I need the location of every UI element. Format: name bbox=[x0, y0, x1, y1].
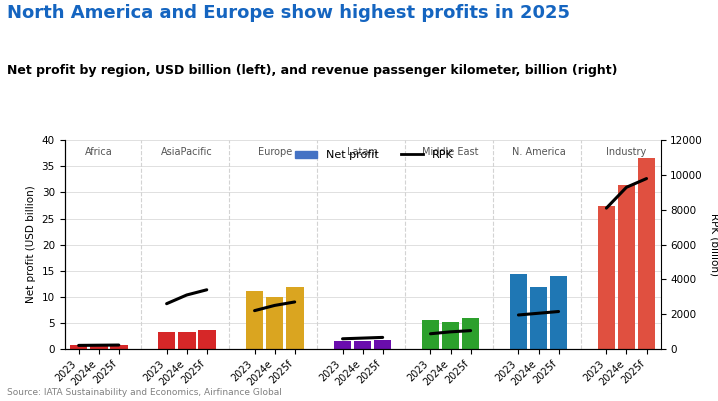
Text: N. America: N. America bbox=[512, 147, 565, 157]
Bar bbox=[638, 158, 656, 349]
Bar bbox=[178, 332, 195, 349]
Bar bbox=[374, 340, 391, 349]
Bar bbox=[110, 345, 128, 349]
Bar bbox=[597, 206, 615, 349]
Bar bbox=[530, 288, 547, 349]
Bar bbox=[266, 297, 284, 349]
Text: AsiaPacific: AsiaPacific bbox=[161, 147, 213, 157]
Legend: Net profit, RPK: Net profit, RPK bbox=[291, 146, 458, 165]
Text: Net profit by region, USD billion (left), and revenue passenger kilometer, billi: Net profit by region, USD billion (left)… bbox=[7, 64, 617, 77]
Bar bbox=[246, 291, 264, 349]
Bar bbox=[70, 345, 88, 349]
Bar bbox=[550, 276, 567, 349]
Text: Source: IATA Sustainability and Economics, Airfinance Global: Source: IATA Sustainability and Economic… bbox=[7, 388, 282, 397]
Y-axis label: Net profit (USD billion): Net profit (USD billion) bbox=[26, 186, 36, 304]
Bar bbox=[334, 341, 351, 349]
Bar bbox=[354, 341, 371, 349]
Bar bbox=[421, 320, 439, 349]
Text: Industry: Industry bbox=[606, 147, 647, 157]
Text: Africa: Africa bbox=[85, 147, 113, 157]
Bar bbox=[286, 288, 304, 349]
Bar bbox=[442, 322, 460, 349]
Bar bbox=[198, 330, 215, 349]
Bar bbox=[510, 274, 527, 349]
Bar bbox=[462, 318, 480, 349]
Text: Europe: Europe bbox=[258, 147, 292, 157]
Bar bbox=[158, 332, 175, 349]
Y-axis label: RPK (billion): RPK (billion) bbox=[709, 213, 718, 276]
Bar bbox=[90, 345, 108, 349]
Bar bbox=[617, 184, 635, 349]
Text: Middle East: Middle East bbox=[422, 147, 479, 157]
Text: North America and Europe show highest profits in 2025: North America and Europe show highest pr… bbox=[7, 4, 570, 22]
Text: Latam: Latam bbox=[347, 147, 378, 157]
